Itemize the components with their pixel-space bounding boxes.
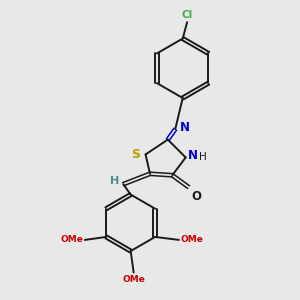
Text: OMe: OMe (122, 275, 145, 284)
Text: N: N (188, 149, 198, 162)
Text: H: H (110, 176, 119, 186)
Text: H: H (199, 152, 207, 161)
Text: OMe: OMe (61, 236, 83, 244)
Text: OMe: OMe (180, 236, 203, 244)
Text: Cl: Cl (182, 10, 193, 20)
Text: N: N (180, 121, 190, 134)
Text: O: O (192, 190, 202, 203)
Text: S: S (131, 148, 140, 161)
